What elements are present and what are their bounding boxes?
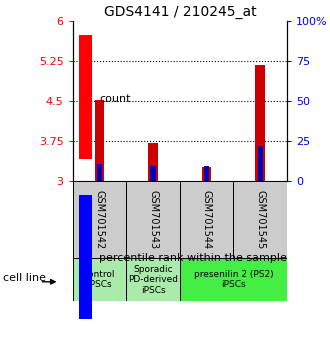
Text: count: count — [99, 94, 130, 104]
Title: GDS4141 / 210245_at: GDS4141 / 210245_at — [104, 5, 256, 19]
Bar — [202, 167, 212, 181]
Text: GSM701542: GSM701542 — [94, 190, 104, 249]
Bar — [255, 65, 265, 181]
FancyBboxPatch shape — [180, 258, 287, 301]
FancyBboxPatch shape — [73, 181, 126, 258]
Bar — [97, 164, 102, 181]
Text: Sporadic
PD-derived
iPSCs: Sporadic PD-derived iPSCs — [128, 265, 178, 295]
Bar — [150, 166, 156, 181]
Bar — [79, 195, 92, 319]
FancyBboxPatch shape — [126, 181, 180, 258]
FancyBboxPatch shape — [180, 181, 234, 258]
Text: percentile rank within the sample: percentile rank within the sample — [99, 253, 287, 263]
Bar — [204, 166, 209, 181]
Bar — [148, 143, 158, 181]
Text: GSM701543: GSM701543 — [148, 190, 158, 249]
Bar — [79, 35, 92, 159]
Text: GSM701544: GSM701544 — [202, 190, 212, 249]
Text: GSM701545: GSM701545 — [255, 190, 265, 249]
Text: control
IPSCs: control IPSCs — [84, 270, 115, 289]
Bar — [258, 146, 263, 181]
Text: presenilin 2 (PS2)
iPSCs: presenilin 2 (PS2) iPSCs — [194, 270, 273, 289]
Bar — [95, 100, 104, 181]
FancyBboxPatch shape — [73, 258, 126, 301]
FancyBboxPatch shape — [234, 181, 287, 258]
Text: cell line: cell line — [3, 273, 46, 282]
FancyBboxPatch shape — [126, 258, 180, 301]
